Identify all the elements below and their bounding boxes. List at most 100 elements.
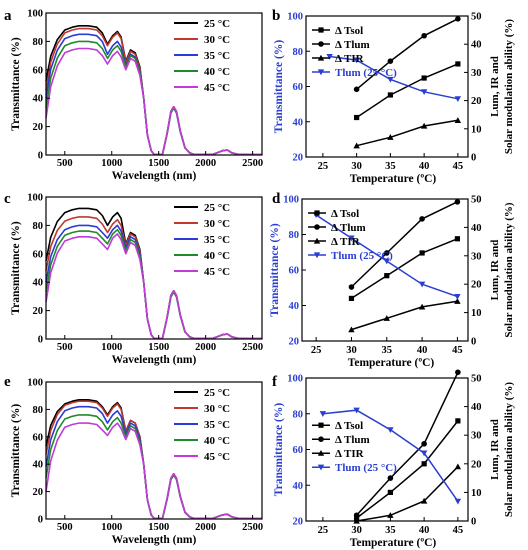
data-point xyxy=(348,235,355,242)
panel-a: a 500 1000 1500 2000 2500 0 20 40 60 80 100 Waveleng… xyxy=(4,8,263,182)
x-tick-label: 500 xyxy=(57,158,73,169)
data-point xyxy=(387,475,394,481)
legend-label: 45 °C xyxy=(204,451,230,463)
series-line-3 xyxy=(356,466,459,522)
y2-tick-label: 30 xyxy=(471,68,482,79)
legend-marker xyxy=(318,422,324,428)
plot-frame xyxy=(45,12,263,156)
x-tick-label: 40 xyxy=(419,525,430,536)
data-point xyxy=(454,298,461,304)
y-tick-label: 100 xyxy=(287,374,303,385)
legend-label: 30 °C xyxy=(204,218,230,230)
legend-label: Δ Tsol xyxy=(331,208,359,220)
y-tick-label: 0 xyxy=(38,151,43,162)
legend-marker xyxy=(317,54,325,61)
data-point xyxy=(387,489,393,495)
series-line-3 xyxy=(356,119,459,147)
x-tick-label: 1000 xyxy=(101,158,122,169)
legend-label: 25 °C xyxy=(204,202,230,214)
y2-tick-label: 50 xyxy=(471,374,482,385)
y-tick-label: 100 xyxy=(27,378,43,389)
data-point xyxy=(353,142,360,149)
data-point xyxy=(387,512,394,518)
y2-axis-label-line1: Lum, IR and xyxy=(489,419,501,480)
x-tick-label: 30 xyxy=(351,161,362,172)
data-point xyxy=(454,96,462,103)
data-point xyxy=(387,58,394,64)
spectrum-line-4 xyxy=(45,228,263,340)
x-axis-label: Wavelength (nm) xyxy=(112,170,197,182)
x-tick-label: 25 xyxy=(311,345,322,356)
y2-tick-label: 30 xyxy=(471,431,482,442)
legend-label: 45 °C xyxy=(204,266,230,278)
data-point xyxy=(454,294,461,300)
data-point xyxy=(387,92,393,98)
series-line-2 xyxy=(350,201,458,288)
data-point xyxy=(454,236,461,242)
data-point xyxy=(454,117,462,123)
x-tick-label: 2500 xyxy=(242,342,263,353)
data-point xyxy=(353,57,360,64)
x-tick-label: 1500 xyxy=(148,158,169,169)
data-point xyxy=(455,369,461,376)
legend-marker xyxy=(317,69,325,76)
y-tick-label: 40 xyxy=(289,301,300,312)
legend-label: 45 °C xyxy=(204,82,230,94)
y2-tick-label: 20 xyxy=(471,280,482,291)
x-axis-label: Temperature (ºC) xyxy=(350,173,437,185)
x-tick-label: 25 xyxy=(318,525,329,536)
data-point xyxy=(384,273,390,279)
data-point xyxy=(348,295,355,301)
y-tick-label: 40 xyxy=(293,117,304,128)
y-tick-label: 80 xyxy=(33,221,44,232)
panel-letter: f xyxy=(272,374,278,390)
series-line-3 xyxy=(351,300,458,331)
y2-tick-label: 50 xyxy=(471,195,482,206)
y2-tick-label: 40 xyxy=(471,223,482,234)
x-tick-label: 45 xyxy=(453,161,464,172)
data-point xyxy=(353,407,360,414)
panel-letter: e xyxy=(4,374,11,390)
x-axis-label: Wavelength (nm) xyxy=(112,354,197,366)
y-tick-label: 60 xyxy=(293,82,304,93)
legend-label: Tlum (25 °C) xyxy=(335,67,397,79)
panel-letter: b xyxy=(272,8,280,24)
panel-f: f 25 30 35 40 45 20 40 60 80 100 0 10 20 30 40 50 Tempera… xyxy=(272,369,515,549)
x-tick-label: 2000 xyxy=(195,522,216,533)
y-tick-label: 40 xyxy=(33,278,44,289)
y2-tick-label: 50 xyxy=(471,12,482,23)
legend-marker xyxy=(318,41,324,47)
y-axis-label: Transmittance (%) xyxy=(10,37,22,131)
x-tick-label: 2500 xyxy=(242,158,263,169)
y-tick-label: 80 xyxy=(33,37,44,48)
x-tick-label: 35 xyxy=(385,525,396,536)
y-tick-label: 20 xyxy=(33,306,44,317)
y2-axis-label-line1: Lum, IR and xyxy=(489,240,501,301)
data-point xyxy=(455,61,461,67)
legend-label: Δ Tsol xyxy=(335,25,363,37)
y-tick-label: 40 xyxy=(33,460,44,471)
data-point xyxy=(353,512,360,519)
y2-tick-label: 40 xyxy=(471,40,482,51)
y-tick-label: 40 xyxy=(33,94,44,105)
legend-marker xyxy=(318,27,324,33)
panel-d: d 25 30 35 40 45 20 40 60 80 100 0 10 20 30 40 50 Tempera… xyxy=(269,191,515,369)
legend-label: Δ TIR xyxy=(335,53,365,65)
data-point xyxy=(421,32,427,39)
legend-label: Δ Tlum xyxy=(335,434,370,446)
series-line-1 xyxy=(356,63,459,119)
y-tick-label: 60 xyxy=(33,432,44,443)
legend-label: 25 °C xyxy=(204,387,230,399)
x-tick-label: 1000 xyxy=(101,522,122,533)
y-tick-label: 60 xyxy=(293,445,304,456)
legend-label: Tlum (25 °C) xyxy=(335,462,397,474)
legend-label: 35 °C xyxy=(204,234,230,246)
panel-letter: d xyxy=(272,191,281,207)
x-tick-label: 2000 xyxy=(195,158,216,169)
x-tick-label: 40 xyxy=(417,345,428,356)
data-point xyxy=(383,315,390,321)
panel-letter: a xyxy=(4,8,12,24)
y2-tick-label: 0 xyxy=(471,337,476,348)
data-point xyxy=(383,258,390,265)
y2-tick-label: 10 xyxy=(471,124,482,135)
